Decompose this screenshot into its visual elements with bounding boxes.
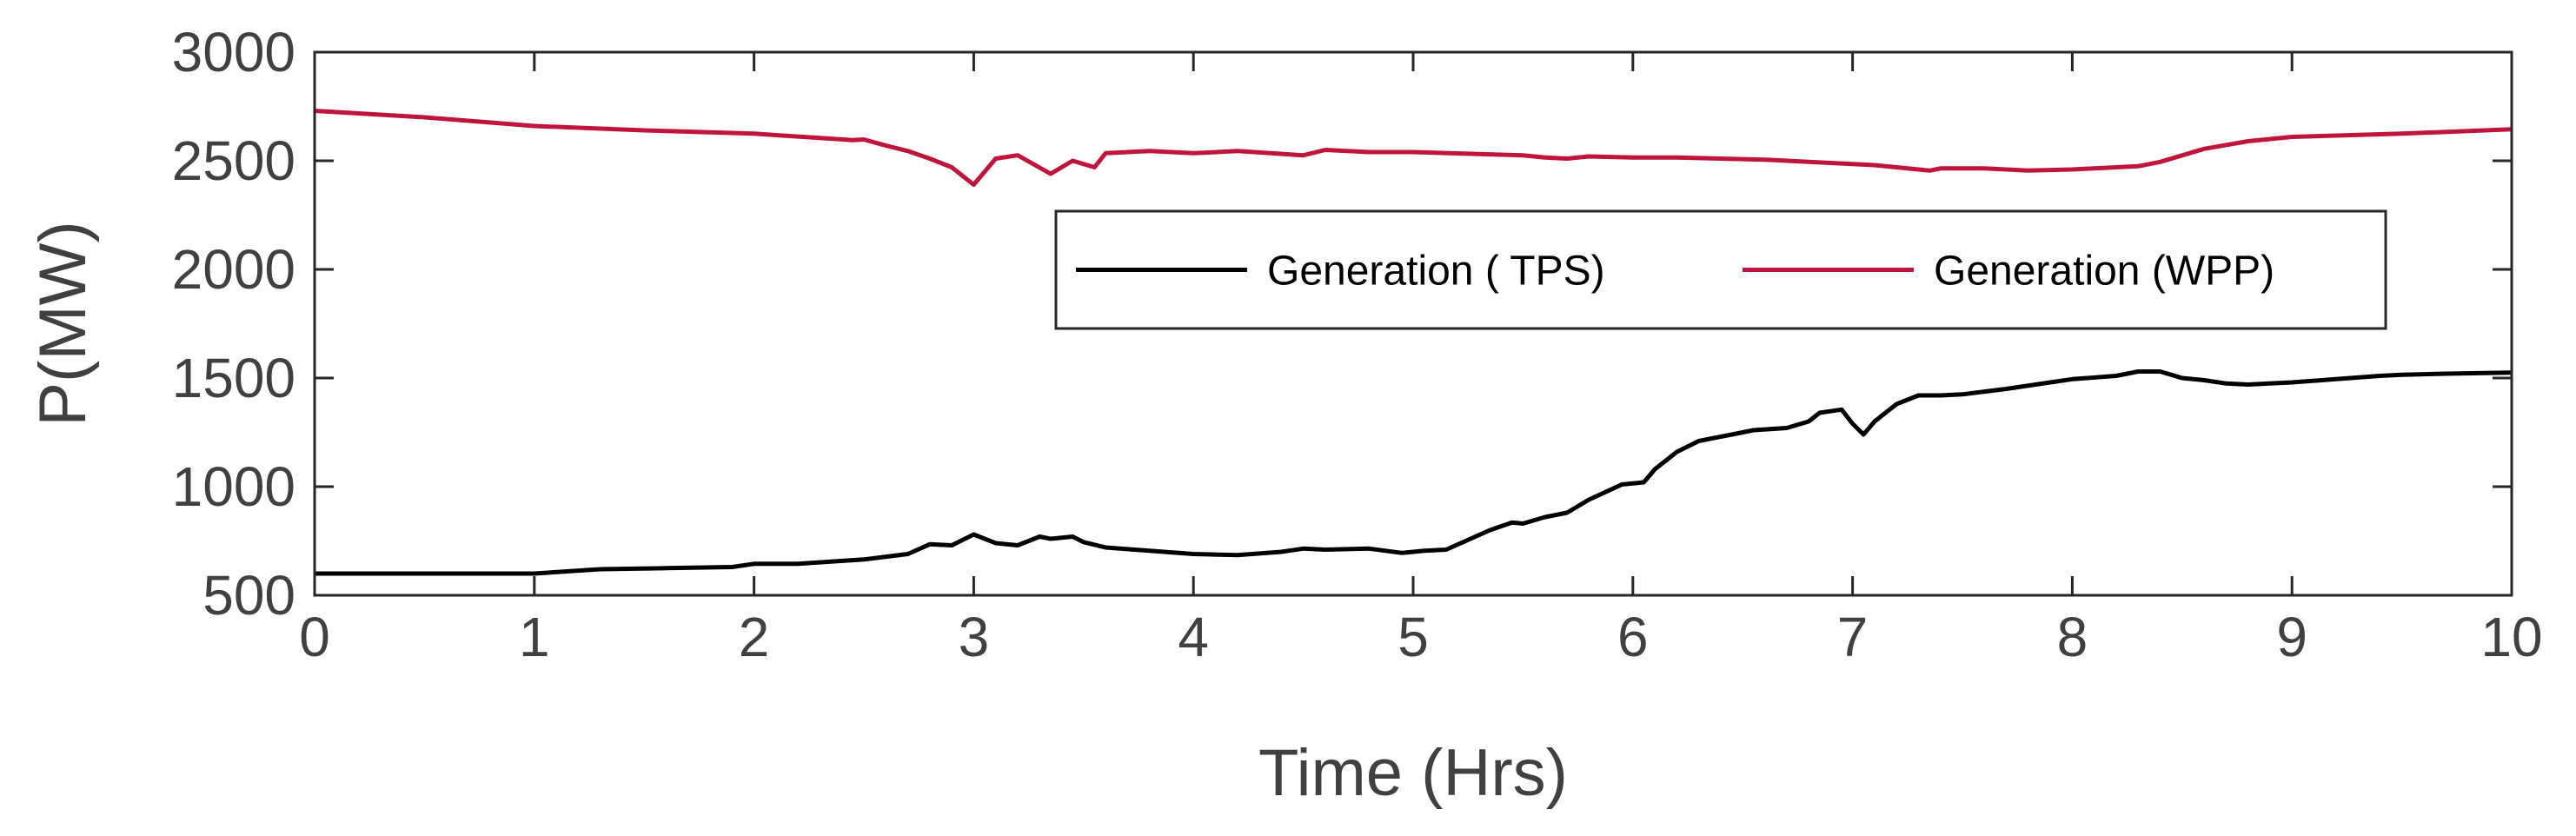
x-tick-label: 8 [2057,606,2088,668]
legend-box [1054,209,2387,330]
y-tick-label: 2500 [172,129,295,192]
legend: Generation ( TPS) Generation (WPP) [1054,209,2387,330]
y-tick-label: 2000 [172,238,295,301]
x-tick-label: 0 [299,606,330,668]
y-axis-title: P(MW) [26,221,100,426]
series-layer [314,109,2513,576]
x-tick-label: 6 [1617,606,1649,668]
x-tick-label: 7 [1837,606,1869,668]
series-line-wpp [314,109,2513,187]
y-tick-label: 3000 [172,21,295,83]
ticks-layer: 0 1 2 3 4 5 6 7 8 9 10 500 1000 1500 2000 2500 3000 [172,21,2543,668]
legend-label-tps: Generation ( TPS) [1267,249,1605,295]
y-tick-label: 1500 [172,347,295,409]
x-tick-label: 9 [2276,606,2307,668]
x-tick-label: 4 [1178,606,1209,668]
x-tick-label: 2 [739,606,770,668]
series-line-tps [315,369,2513,576]
x-tick-label: 10 [2480,606,2542,668]
x-tick-label: 5 [1398,606,1429,668]
legend-label-wpp: Generation (WPP) [1934,249,2274,295]
x-tick-label: 3 [959,606,990,668]
y-tick-label: 500 [202,564,295,627]
x-axis-title: Time (Hrs) [1258,736,1568,810]
x-tick-label: 1 [519,606,550,668]
y-tick-label: 1000 [172,455,295,518]
